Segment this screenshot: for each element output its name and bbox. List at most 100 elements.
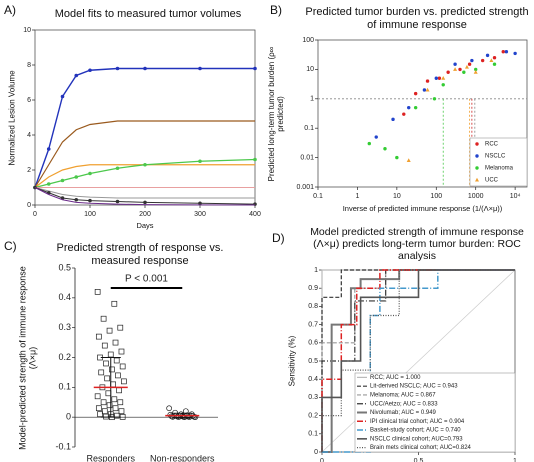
data-point: [467, 62, 472, 66]
x-tick-label: 1: [513, 458, 517, 462]
legend-label: UCC: [485, 178, 499, 184]
chart-title: Model fits to measured tumor volumes: [54, 8, 242, 20]
legend-label: UCC/Aetzo; AUC = 0.833: [370, 401, 438, 407]
data-point: [106, 402, 113, 409]
data-point: [100, 315, 107, 322]
legend-label: RCC; AUC = 1.000: [370, 375, 421, 381]
x-tick-label: 10⁴: [510, 193, 521, 200]
data-point: [489, 58, 494, 63]
data-point: [103, 413, 109, 420]
data-point: [101, 342, 108, 349]
y-axis-label: Normalized Lesion Volume: [7, 69, 17, 166]
data-point: [94, 289, 101, 295]
x-tick-label: 0.5: [414, 458, 424, 462]
data-point: [492, 56, 497, 60]
legend-label: Lit-derived NSCLC; AUC = 0.943: [370, 384, 458, 390]
data-point: [383, 147, 387, 151]
y-tick-label: 8: [27, 62, 31, 69]
data-point: [143, 66, 147, 71]
y-axis-label: Sensitivity (%): [287, 335, 297, 387]
x-tick-label: 10: [393, 193, 401, 200]
data-point: [106, 327, 113, 334]
y-tick-label: 100: [302, 37, 314, 44]
y-tick-label: 0.4: [308, 376, 318, 383]
data-point: [446, 70, 450, 74]
data-point: [470, 58, 474, 63]
y-tick-label: 4: [27, 132, 31, 139]
data-point: [367, 141, 371, 146]
diagonal-reference: [321, 269, 516, 453]
data-point: [119, 363, 126, 370]
data-point: [88, 198, 92, 203]
data-point: [74, 175, 79, 179]
data-point: [434, 76, 438, 80]
data-point: [95, 405, 102, 412]
series-line: [321, 269, 515, 452]
data-point: [413, 91, 418, 96]
data-point: [402, 112, 406, 116]
series-line: [321, 269, 515, 452]
x-tick-label: 100: [84, 211, 96, 218]
data-point: [107, 351, 114, 358]
legend-swatch: [475, 154, 479, 158]
x-tick-label: 0: [320, 458, 324, 462]
data-point: [115, 166, 120, 171]
y-tick-label: 0.01: [300, 154, 314, 161]
chart-title: Model predicted strength of immune respo…: [310, 226, 524, 263]
data-point: [104, 375, 111, 382]
series-line: [322, 269, 515, 453]
data-point: [88, 171, 92, 176]
data-point: [458, 67, 462, 72]
data-point: [437, 76, 442, 80]
legend-label: Brain mets clinical cohort; AUC=0.824: [370, 445, 472, 451]
data-point: [192, 414, 199, 421]
y-tick-label: 0.5: [58, 262, 71, 272]
data-point: [485, 53, 490, 58]
y-tick-label: 6: [27, 97, 31, 104]
data-point: [97, 411, 103, 418]
data-point: [441, 83, 445, 87]
legend-label: RCC: [485, 142, 499, 148]
y-tick-label: 1: [314, 267, 318, 274]
x-axis-label: Days: [136, 221, 154, 230]
data-point: [88, 68, 92, 73]
data-point: [513, 51, 517, 56]
legend-swatch: [475, 166, 479, 170]
panel-label: B): [270, 3, 282, 17]
data-point: [504, 49, 509, 54]
series-line: [34, 187, 255, 199]
data-point: [118, 348, 125, 355]
y-tick-label: 0.1: [58, 382, 71, 392]
legend-label: Nivolumab; AUC = 0.949: [370, 410, 437, 416]
y-tick-label: 0.1: [304, 125, 314, 132]
data-point: [105, 390, 112, 397]
data-point: [117, 324, 124, 331]
data-point: [112, 405, 119, 412]
data-point: [413, 105, 418, 110]
y-tick-label: 0.6: [308, 340, 318, 347]
x-tick-label: 400: [249, 211, 261, 218]
data-point: [407, 105, 411, 110]
legend-box: [354, 372, 516, 453]
y-tick-label: 0.5: [308, 358, 318, 365]
data-point: [118, 408, 125, 415]
data-point: [169, 414, 176, 420]
panel-label: C): [4, 239, 17, 253]
y-tick-label: 0.8: [308, 303, 318, 310]
data-point: [143, 200, 147, 205]
data-point: [198, 159, 202, 164]
y-tick-label: 2: [27, 167, 31, 174]
y-tick-label: 0.9: [308, 285, 318, 292]
data-point: [94, 393, 101, 400]
data-point: [116, 387, 122, 394]
data-point: [101, 408, 108, 415]
data-point: [115, 372, 121, 379]
data-point: [406, 158, 411, 162]
series-line: [34, 187, 256, 206]
y-tick-label: 0.1: [308, 431, 318, 438]
y-tick-label: 0.2: [308, 412, 318, 419]
data-point: [441, 76, 446, 80]
data-point: [453, 67, 458, 71]
data-point: [60, 178, 65, 183]
y-tick-label: 0.2: [58, 352, 71, 362]
